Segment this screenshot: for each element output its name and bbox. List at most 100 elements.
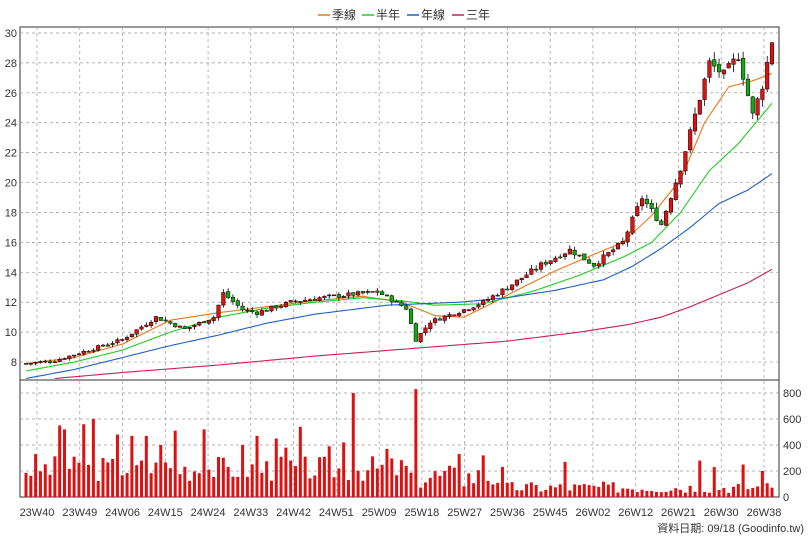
candle-body bbox=[572, 249, 577, 256]
candle bbox=[235, 298, 240, 309]
volume-bar bbox=[582, 484, 586, 497]
candle-body bbox=[442, 315, 447, 321]
candlestick-series bbox=[23, 41, 775, 366]
candle-body bbox=[216, 304, 221, 318]
candle-body bbox=[471, 307, 476, 311]
volume-bar bbox=[318, 457, 322, 497]
volume-bar bbox=[611, 482, 615, 497]
price-tick-label: 26 bbox=[5, 88, 17, 100]
candle-body bbox=[331, 294, 337, 297]
candle bbox=[129, 333, 134, 338]
candle-body bbox=[745, 78, 750, 96]
volume-bar bbox=[24, 472, 28, 497]
volume-bar bbox=[765, 483, 769, 497]
candle-body bbox=[384, 294, 390, 297]
candle-body bbox=[476, 304, 481, 308]
candle-body bbox=[91, 349, 96, 352]
candle-body bbox=[380, 291, 385, 295]
candle bbox=[644, 194, 649, 208]
candle-body bbox=[254, 311, 260, 315]
candle-body bbox=[226, 291, 231, 298]
candle-body bbox=[635, 206, 640, 216]
candle-body bbox=[553, 257, 558, 262]
volume-bar bbox=[269, 480, 273, 497]
candle bbox=[72, 354, 77, 359]
candle bbox=[96, 344, 101, 352]
volume-bar bbox=[135, 465, 139, 497]
candle bbox=[702, 77, 707, 106]
time-tick-label: 26W30 bbox=[704, 507, 739, 519]
volume-bar bbox=[284, 447, 288, 497]
candle bbox=[678, 170, 683, 188]
volume-bar bbox=[106, 462, 110, 497]
candle-body bbox=[221, 292, 226, 306]
candle bbox=[485, 296, 491, 302]
legend-label-half-year: 半年 bbox=[376, 8, 400, 22]
candle-body bbox=[115, 339, 120, 344]
time-tick-label: 25W18 bbox=[404, 507, 439, 519]
volume-tick-label: 800 bbox=[783, 388, 801, 400]
candle bbox=[341, 295, 346, 299]
candle bbox=[307, 298, 313, 301]
time-tick-label: 23W49 bbox=[62, 507, 97, 519]
candle bbox=[317, 296, 322, 302]
candle bbox=[389, 294, 394, 306]
candle bbox=[182, 325, 187, 330]
candle bbox=[543, 259, 548, 267]
candle bbox=[750, 95, 755, 120]
candle-body bbox=[269, 305, 274, 312]
candle bbox=[640, 195, 645, 211]
candle bbox=[221, 289, 226, 308]
candle bbox=[510, 284, 515, 292]
candle bbox=[346, 289, 351, 299]
volume-bar bbox=[770, 487, 774, 497]
volume-bar bbox=[260, 472, 264, 497]
volume-bar bbox=[760, 471, 764, 497]
volume-bar bbox=[698, 460, 702, 497]
volume-bar bbox=[188, 480, 192, 497]
volume-bar bbox=[717, 490, 721, 497]
candle-body bbox=[596, 263, 601, 267]
volume-bar bbox=[549, 485, 553, 497]
volume-bar bbox=[597, 486, 601, 497]
candle bbox=[163, 317, 168, 322]
candle-body bbox=[307, 299, 313, 301]
candle bbox=[553, 255, 558, 263]
price-tick-label: 28 bbox=[5, 58, 17, 70]
volume-bar bbox=[294, 466, 298, 497]
candle bbox=[202, 321, 207, 324]
volume-bar bbox=[140, 460, 144, 497]
candle-body bbox=[365, 290, 370, 293]
candle-body bbox=[731, 58, 736, 65]
candle-body bbox=[168, 321, 173, 324]
volume-bar bbox=[298, 426, 302, 497]
candle-body bbox=[668, 198, 673, 213]
candle bbox=[293, 299, 298, 304]
candle-body bbox=[437, 318, 442, 321]
candle-body bbox=[538, 262, 544, 270]
volume-bar bbox=[467, 473, 471, 497]
candle-body bbox=[741, 58, 746, 80]
volume-bar bbox=[688, 485, 692, 497]
candle bbox=[91, 348, 96, 354]
candle-body bbox=[322, 295, 327, 298]
candle-body bbox=[317, 297, 322, 301]
price-axis-ticks: 30 28 26 24 22 20 18 16 14 12 10 8 bbox=[5, 28, 17, 369]
candle-body bbox=[298, 301, 303, 303]
volume-bar bbox=[356, 470, 360, 497]
volume-bar bbox=[712, 467, 716, 497]
volume-bar bbox=[390, 458, 394, 497]
candle bbox=[250, 307, 255, 315]
candle bbox=[423, 324, 428, 336]
candle-body bbox=[726, 63, 731, 69]
candle bbox=[404, 303, 409, 311]
chart-legend: 季線 半年 年線 三年 bbox=[318, 7, 490, 22]
time-tick-label: 25W36 bbox=[490, 507, 525, 519]
legend-label-year: 年線 bbox=[421, 7, 445, 22]
candle-body bbox=[38, 361, 43, 364]
candle bbox=[490, 293, 495, 303]
candle bbox=[413, 322, 418, 342]
candle-body bbox=[591, 263, 596, 267]
candle-body bbox=[259, 310, 264, 316]
volume-bar bbox=[433, 471, 437, 497]
